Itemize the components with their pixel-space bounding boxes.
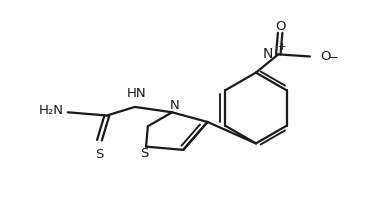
Text: S: S [140,147,148,160]
Text: +: + [279,43,287,52]
Text: −: − [329,51,339,64]
Text: H₂N: H₂N [39,104,64,117]
Text: N: N [170,99,180,112]
Text: O: O [275,19,285,33]
Text: O: O [321,50,331,63]
Text: N: N [263,47,273,61]
Text: S: S [95,148,104,161]
Text: HN: HN [127,87,147,100]
